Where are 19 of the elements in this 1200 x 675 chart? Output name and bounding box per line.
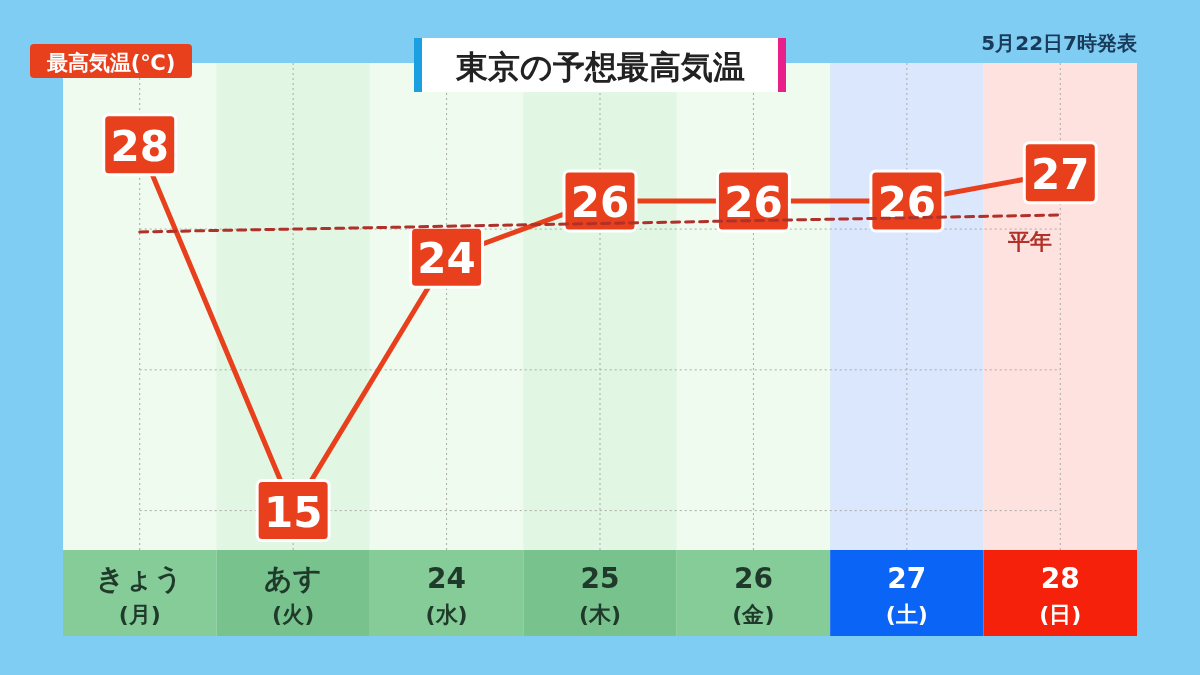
- data-label: 26: [570, 177, 630, 227]
- x-tick-label: 24 (水): [425, 562, 468, 627]
- data-label: 27: [1031, 149, 1090, 199]
- data-label: 26: [724, 177, 783, 227]
- data-label: 15: [263, 487, 323, 537]
- x-tick-label: 28 (日): [1039, 562, 1082, 627]
- data-label: 26: [877, 177, 937, 227]
- data-label: 24: [417, 234, 476, 284]
- x-tick-label: あす (火): [264, 562, 323, 627]
- x-tick-label: 27 (土): [885, 562, 928, 627]
- text: 5月22日7時発表: [981, 31, 1137, 55]
- x-tick-label: 25 (木): [578, 562, 622, 627]
- data-label: 28: [110, 121, 169, 171]
- y-axis-title: 最高気温(℃): [45, 51, 176, 75]
- chart-title: 東京の予想最高気温: [454, 48, 745, 86]
- series-label: 平年: [1007, 229, 1053, 255]
- title-frame: 東京の予想最高気温: [414, 38, 786, 92]
- x-tick-label: 26 (金): [732, 562, 775, 627]
- x-tick-label: きょう (月): [96, 562, 184, 627]
